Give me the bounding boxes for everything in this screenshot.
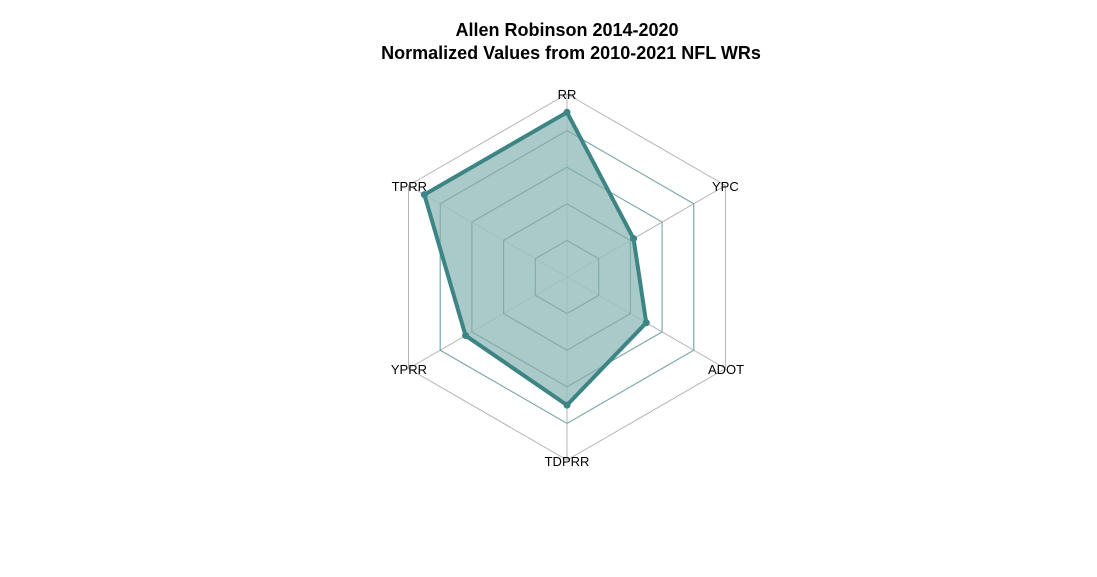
axis-label-rr: RR — [558, 87, 577, 102]
grid-ring-overlay-4 — [439, 130, 695, 424]
data-point-tdprr — [563, 401, 571, 409]
radar-series — [420, 108, 695, 424]
axis-label-adot: ADOT — [708, 362, 744, 377]
axis-label-ypc: YPC — [712, 179, 739, 194]
data-point-ypc — [630, 235, 638, 243]
grid-ring-overlay-2 — [503, 203, 631, 351]
chart-subtitle: Normalized Values from 2010-2021 NFL WRs — [381, 43, 761, 63]
data-point-tprr — [420, 191, 428, 199]
chart-title: Allen Robinson 2014-2020 — [455, 20, 678, 40]
axis-label-tprr: TPRR — [392, 179, 427, 194]
axis-label-tdprr: TDPRR — [545, 454, 590, 469]
grid-ring-overlay-3 — [471, 166, 663, 388]
data-point-yprr — [462, 332, 470, 340]
axis-label-yprr: YPRR — [391, 362, 427, 377]
data-point-adot — [642, 319, 650, 327]
data-point-rr — [563, 108, 571, 116]
grid-ring-overlay-1 — [534, 239, 600, 315]
